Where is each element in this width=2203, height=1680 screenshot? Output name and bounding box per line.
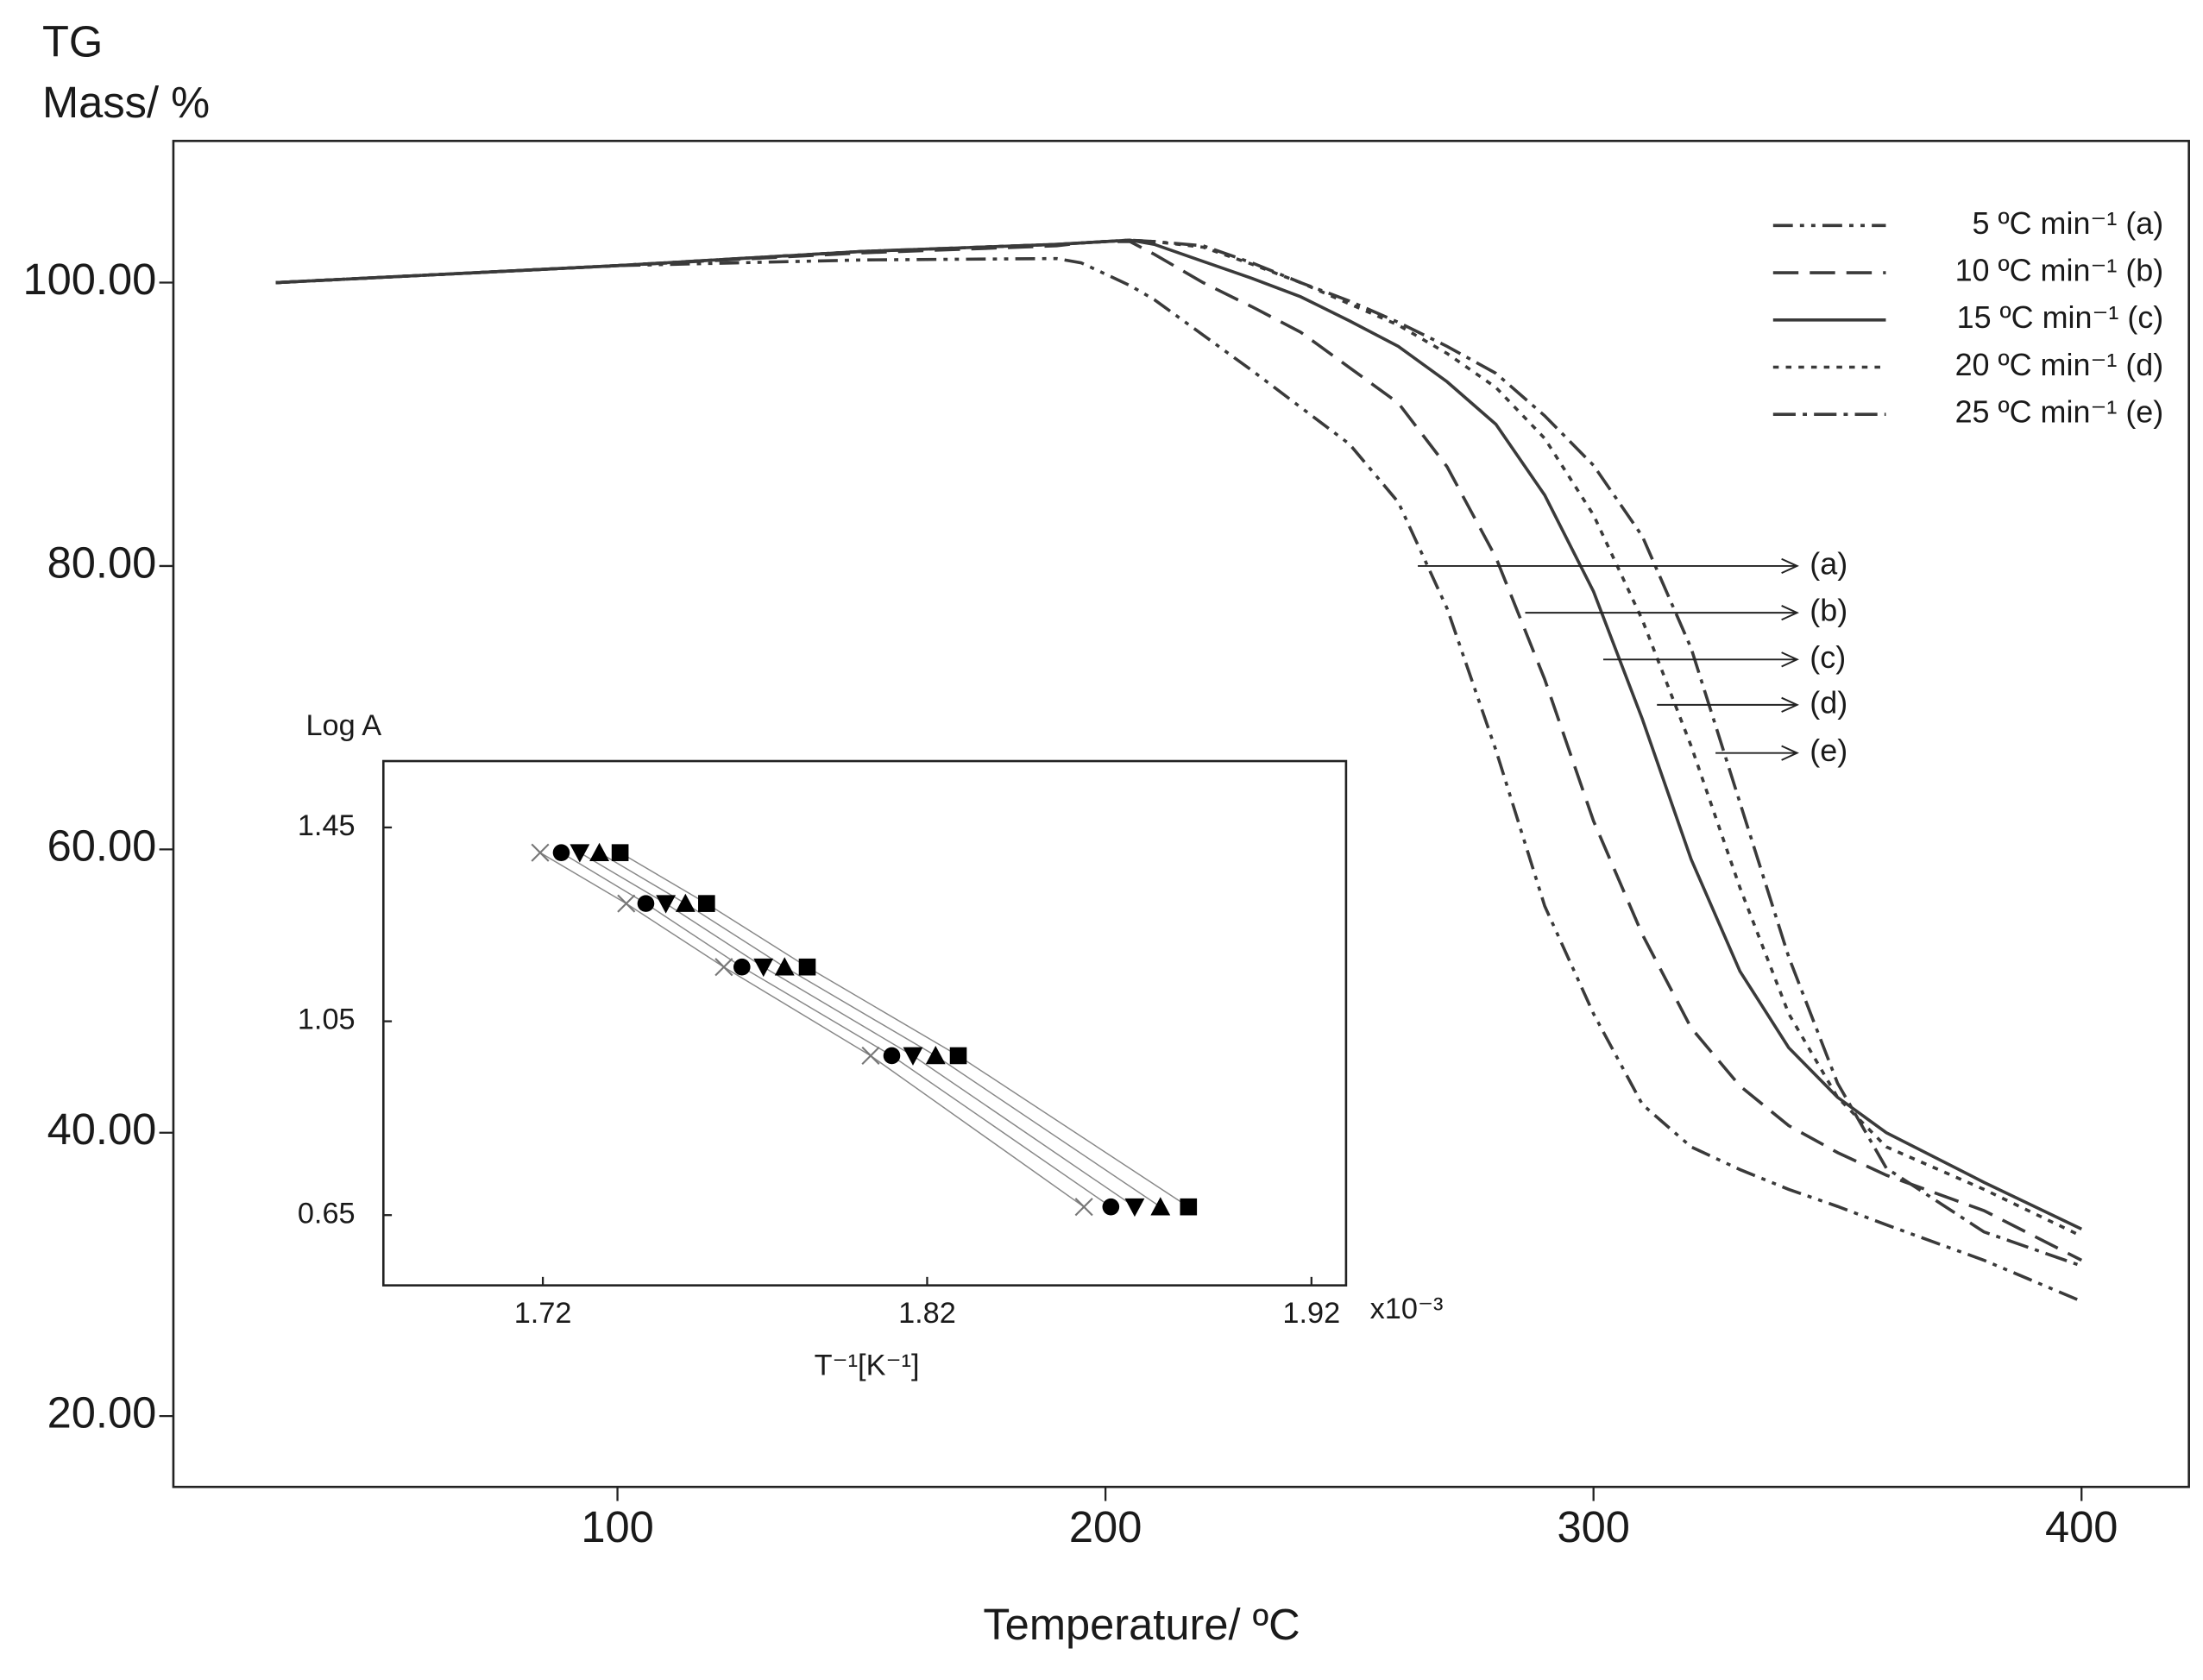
annotation-label: (b) [1810,593,1847,628]
marker [753,958,774,978]
arrow-head [1781,696,1799,713]
marker [611,844,629,861]
marker [903,1047,923,1066]
plot-frame [381,759,1348,1287]
annotation-label: (c) [1810,639,1846,675]
marker [1102,1198,1120,1216]
marker [861,1046,880,1066]
x-tick-label: 300 [1557,1502,1629,1551]
marker [589,842,610,861]
marker [1180,1198,1198,1216]
marker [570,844,590,863]
marker [1074,1198,1093,1217]
y-tick-label: 100.00 [22,255,156,304]
x-tick-label: 100 [581,1502,653,1551]
y-tick-label: 20.00 [47,1388,157,1438]
y-tick-label: 1.05 [298,1004,356,1036]
x-tick-label: 1.92 [1282,1297,1340,1330]
marker [883,1047,901,1065]
marker [656,895,677,914]
arrow-head [1781,557,1799,574]
y-tick-label: 1.45 [298,809,356,842]
marker [552,844,570,861]
x-axis-label: Temperature/ ºC [983,1600,1300,1649]
marker [531,843,550,862]
data-line [275,238,2082,1268]
legend-label: 20 ºC min⁻¹ (d) [1955,347,2164,382]
arrow-head [1781,651,1799,668]
marker [637,895,655,912]
y-axis-label: Log A [305,709,381,742]
x-axis-label: T⁻¹[K⁻¹] [815,1349,920,1381]
y-tick-label: 40.00 [47,1104,157,1154]
legend-label: 15 ºC min⁻¹ (c) [1957,299,2164,335]
marker [925,1046,946,1065]
marker [733,958,751,976]
marker [1124,1198,1145,1218]
marker [949,1047,967,1065]
marker [698,895,715,912]
marker [798,958,816,976]
y-axis-label: Mass/ % [42,78,210,127]
annotation-label: (a) [1810,545,1847,581]
legend-label: 25 ºC min⁻¹ (e) [1955,394,2164,430]
annotation-label: (e) [1810,733,1847,768]
arrow-head [1781,745,1799,761]
marker [714,958,733,977]
y-tick-label: 0.65 [298,1197,356,1230]
data-line [275,256,2082,1303]
x-tick-label: 200 [1069,1502,1142,1551]
x-tick-label: 400 [2045,1502,2118,1551]
x-tick-label: 1.72 [514,1297,572,1330]
y-tick-label: 80.00 [47,538,157,587]
marker [774,957,795,976]
arrow-head [1781,605,1799,621]
marker [675,893,696,912]
legend-label: 5 ºC min⁻¹ (a) [1973,205,2164,241]
x-tick-label: 1.82 [898,1297,956,1330]
chart-title: TG [42,17,103,66]
marker [617,894,636,913]
annotation-label: (d) [1810,684,1847,720]
axis-multiplier: x10⁻³ [1370,1293,1444,1325]
y-tick-label: 60.00 [47,821,157,871]
marker [1150,1197,1171,1216]
legend-label: 10 ºC min⁻¹ (b) [1955,253,2164,288]
